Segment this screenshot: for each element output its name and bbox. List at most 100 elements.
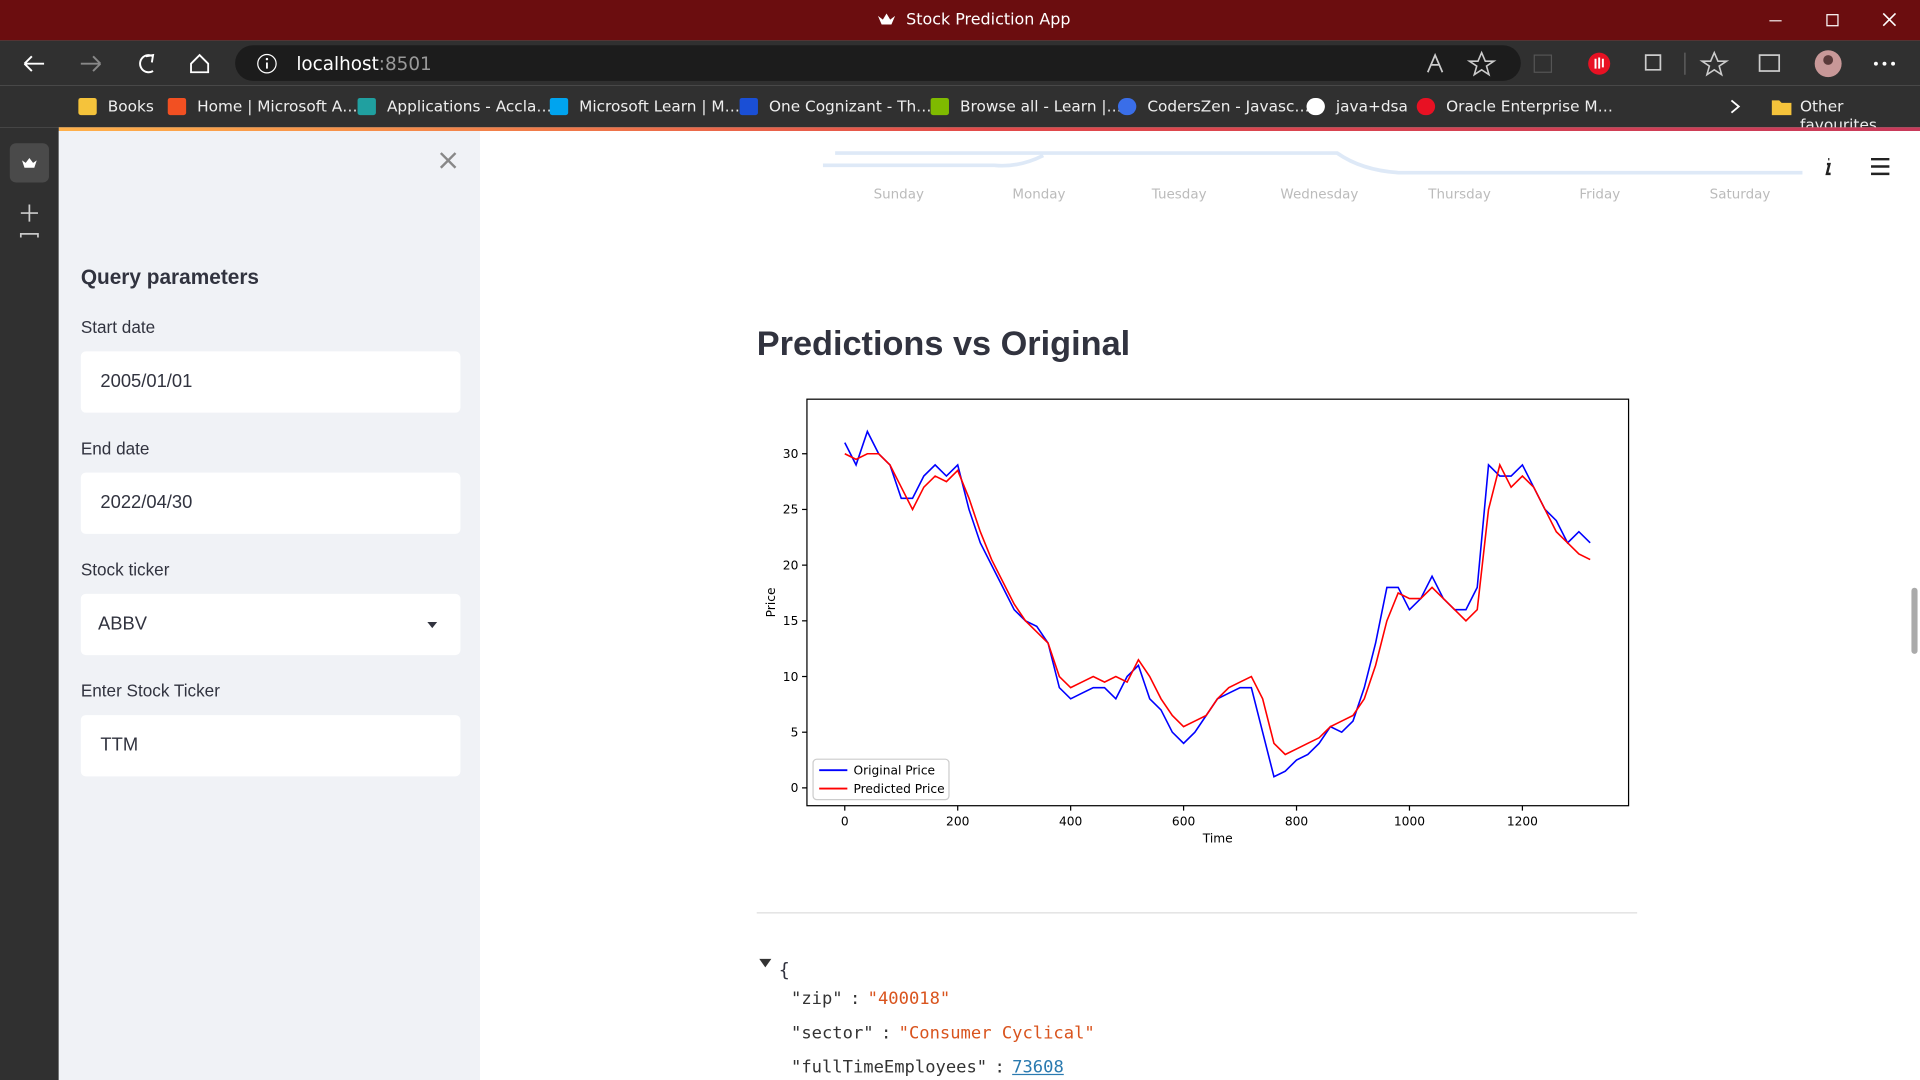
accent-line <box>58 127 1920 132</box>
sidebar-heading: Query parameters <box>80 265 260 289</box>
y-axis-label: Price <box>764 588 778 618</box>
bookmark[interactable]: Microsoft Learn | M… <box>579 96 740 116</box>
y-tick-label: 0 <box>791 781 799 795</box>
json-row: "fullTimeEmployees":73608 <box>791 1058 1064 1078</box>
window-title: Stock Prediction App <box>906 11 1071 30</box>
bookmark[interactable]: CodersZen - Javasc… <box>1147 96 1310 116</box>
bookmark[interactable]: Applications - Accla… <box>386 96 552 116</box>
bookmark[interactable]: One Cognizant - Th… <box>768 96 932 116</box>
json-value: "Consumer Cyclical" <box>898 1023 1095 1044</box>
x-tick-label: 800 <box>1285 814 1308 828</box>
input-box[interactable]: 2005/01/01 <box>80 351 461 413</box>
bookmark[interactable]: Browse all - Learn |… <box>960 96 1122 116</box>
previous-chart-label: Thursday <box>1427 187 1491 202</box>
bookmark[interactable]: Home | Microsoft A… <box>197 96 358 116</box>
json-key: "fullTimeEmployees" <box>791 1057 988 1078</box>
json-value: 73608 <box>1012 1057 1064 1078</box>
json-row: "sector": "Consumer Cyclical" <box>791 1024 1095 1044</box>
dropdown-caret <box>427 622 438 629</box>
bookmark-icon <box>78 97 97 116</box>
page-icons[interactable] <box>1820 154 1893 178</box>
close-sidebar[interactable] <box>439 152 457 169</box>
bookmark-icon <box>357 97 376 116</box>
field-value: ABBV <box>97 613 147 635</box>
bookmark-icon <box>167 97 187 116</box>
input-box[interactable]: TTM <box>80 715 461 777</box>
url-port: :8501 <box>378 52 432 75</box>
app-icon <box>877 13 896 25</box>
y-tick-label: 15 <box>783 614 799 628</box>
toolbar-icons[interactable] <box>1420 48 1910 80</box>
field-label: Enter Stock Ticker <box>80 680 220 701</box>
previous-chart-label: Sunday <box>874 187 924 202</box>
bookmark-icon <box>1306 97 1325 116</box>
json-row: "zip": "400018" <box>791 989 950 1009</box>
previous-chart-label: Monday <box>1012 187 1065 202</box>
x-tick-label: 400 <box>1059 814 1082 828</box>
y-tick-label: 20 <box>783 558 799 572</box>
x-tick-label: 200 <box>946 814 969 828</box>
field-label: End date <box>80 438 150 458</box>
json-key: "zip" <box>791 989 843 1009</box>
info-icon <box>257 53 277 74</box>
main-area: Sunday Monday Tuesday Wednesday Thursday Frid… <box>480 131 1920 1080</box>
plot-frame <box>806 398 1630 807</box>
x-tick-label: 1200 <box>1507 814 1538 828</box>
bookmark[interactable]: java+dsa <box>1335 96 1408 116</box>
json-separator: : <box>880 1023 892 1044</box>
folder-icon <box>1771 100 1792 116</box>
select-box[interactable]: ABBV <box>80 593 461 656</box>
url: localhost:8501 <box>296 53 431 75</box>
legend-label: Original Price <box>853 763 935 777</box>
previous-chart-label: Friday <box>1579 187 1620 202</box>
scrollbar[interactable] <box>1911 587 1918 654</box>
bookmark-icon <box>739 97 758 116</box>
tab-icons[interactable] <box>0 127 59 238</box>
x-axis-label: Time <box>1202 831 1233 845</box>
field-value: TTM <box>100 734 139 756</box>
chart: 0 200 400 600 800 1000 1200 0 5 10 15 20 25 30 Time Pri… <box>764 398 1630 845</box>
json-key: "sector" <box>791 1023 874 1044</box>
input-box[interactable]: 2022/04/30 <box>80 472 461 534</box>
json-separator: : <box>849 989 861 1009</box>
previous-chart: Sunday Monday Tuesday Wednesday Thursday Frid… <box>822 151 1803 202</box>
bookmark-icon <box>930 97 949 116</box>
bookmark-icon <box>1117 97 1137 116</box>
field-value: 2005/01/01 <box>100 371 193 392</box>
y-tick-label: 30 <box>783 447 799 461</box>
json-separator: : <box>994 1057 1005 1078</box>
title-bar: Stock Prediction App <box>0 0 1920 41</box>
x-tick-label: 1000 <box>1394 814 1425 828</box>
address-bar[interactable]: localhost:8501 <box>235 45 1521 81</box>
section-heading: Predictions vs Original <box>756 324 1131 363</box>
json-value: "400018" <box>867 989 951 1009</box>
more-bookmarks[interactable] <box>1727 98 1744 115</box>
x-tick-label: 0 <box>841 814 849 828</box>
previous-chart-label: Tuesday <box>1151 187 1207 202</box>
url-host: localhost <box>296 52 379 75</box>
vertical-tabs <box>0 127 59 1080</box>
nav-buttons[interactable] <box>17 50 225 77</box>
y-tick-label: 5 <box>791 725 799 739</box>
field-label: Stock ticker <box>80 559 170 580</box>
legend-label: Predicted Price <box>853 782 944 796</box>
field-value: 2022/04/30 <box>100 492 193 514</box>
bookmarks-bar: Books Home | Microsoft A… Applications - A… <box>0 85 1920 133</box>
bookmark[interactable]: Oracle Enterprise M… <box>1446 96 1613 116</box>
field-label: Start date <box>80 317 156 337</box>
y-tick-label: 10 <box>783 670 799 684</box>
bookmark[interactable]: Books <box>107 96 154 116</box>
window-controls[interactable] <box>1763 10 1910 32</box>
divider <box>756 912 1638 914</box>
json-open: { <box>778 958 790 981</box>
series-line <box>844 452 1591 756</box>
previous-chart-label: Wednesday <box>1280 187 1358 202</box>
previous-chart-label: Saturday <box>1710 187 1771 202</box>
collapse-caret[interactable] <box>759 958 772 969</box>
bookmark-icon <box>1416 97 1436 116</box>
sidebar: Query parameters Start date 2005/01/01 End… <box>58 131 480 1080</box>
toolbar: localhost:8501 <box>0 40 1920 86</box>
y-tick-label: 25 <box>783 503 799 517</box>
